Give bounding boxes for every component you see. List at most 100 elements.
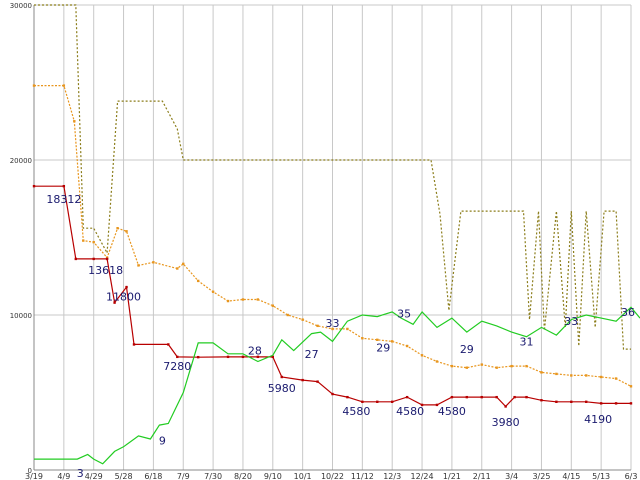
data-label: 18312 [46,193,81,206]
data-point-dotted-orange [92,240,95,244]
y-tick-label: 20000 [10,157,32,165]
data-point-solid-red [599,402,603,405]
data-point-solid-red [316,380,319,383]
data-point-dotted-orange [316,324,319,328]
data-label: 11800 [106,290,141,303]
data-point-solid-red [132,343,136,346]
data-point-solid-red [435,403,439,407]
data-point-dotted-orange [525,364,528,368]
data-point-dotted-orange [241,298,245,301]
y-tick-label: 0 [28,467,32,475]
x-tick-label: 3/4 [505,472,518,480]
data-label: 36 [621,306,635,319]
x-tick-label: 3/19 [25,472,43,480]
data-point-solid-red [513,395,516,399]
data-point-dotted-orange [226,299,230,303]
data-point-dotted-orange [614,377,618,380]
x-tick-label: 1/21 [443,472,461,480]
data-point-dotted-orange [540,371,543,374]
data-point-dotted-orange [62,84,66,87]
data-point-dotted-orange [599,375,603,379]
data-point-solid-red [504,405,507,408]
data-point-dotted-orange [256,298,260,301]
data-label: 4190 [584,413,612,426]
data-label: 35 [397,307,411,320]
data-point-dotted-orange [629,385,633,388]
data-point-dotted-orange [196,279,200,283]
data-point-solid-red [271,355,274,359]
data-point-solid-red [125,285,128,289]
data-point-solid-red [465,395,469,399]
data-point-solid-red [480,395,483,399]
x-tick-label: 9/10 [264,472,282,480]
y-tick-label: 10000 [10,312,32,320]
x-tick-label: 7/30 [204,472,222,480]
x-tick-label: 3/25 [532,472,550,480]
data-point-solid-red [525,395,528,399]
x-tick-label: 5/28 [115,472,133,480]
series-line-dotted-olive [34,4,631,350]
data-point-dotted-orange [125,230,128,233]
data-point-dotted-orange [570,374,573,377]
data-point-solid-red [361,400,364,403]
data-point-solid-red [570,400,573,403]
data-label: 33 [564,315,578,328]
data-point-solid-red [92,257,95,261]
series-line-solid-green [34,306,640,465]
data-point-solid-red [540,399,543,402]
x-tick-label: 7/9 [177,472,190,480]
data-point-solid-red [585,400,588,403]
data-point-dotted-orange [405,344,409,348]
data-label: 29 [376,342,390,355]
data-label: 33 [326,317,340,330]
data-label: 9 [159,435,166,448]
data-point-dotted-orange [346,327,349,331]
data-label: 7280 [163,360,191,373]
data-label: 29 [460,343,474,356]
data-point-dotted-orange [211,290,215,293]
data-point-dotted-orange [465,366,469,369]
data-point-dotted-orange [391,340,394,343]
data-point-solid-red [196,355,200,359]
data-point-solid-red [405,395,409,399]
data-point-solid-red [226,355,230,359]
x-tick-label: 8/20 [234,472,252,480]
data-point-solid-red [167,343,170,346]
data-point-solid-red [113,301,116,304]
data-label: 4580 [342,405,370,418]
tick-labels: 3/19 4/9 4/29 5/28 6/18 7/9 7/30 8/20 9/10 10/1 10… [10,2,638,480]
data-point-dotted-orange [152,261,155,264]
data-label: 3 [77,467,84,480]
data-point-dotted-orange [301,318,304,321]
data-label: 28 [248,345,262,358]
data-point-solid-red [280,375,283,379]
data-point-solid-red [555,400,558,403]
x-tick-label: 12/24 [411,472,434,480]
x-tick-label: 11/12 [351,472,374,480]
data-point-dotted-orange [286,313,289,317]
data-point-solid-red [256,355,260,359]
series-group [32,4,640,465]
x-tick-label: 6/18 [144,472,162,480]
data-label: 13618 [88,264,123,277]
data-point-solid-red [376,400,379,403]
x-tick-label: 4/9 [57,472,70,480]
data-label: 27 [305,348,319,361]
series-line-solid-red [34,185,631,408]
data-point-dotted-orange [480,363,483,366]
x-tick-label: 6/3 [625,472,638,480]
x-tick-label: 4/29 [85,472,103,480]
series-line-dotted-orange [34,84,632,387]
data-point-dotted-orange [376,338,379,341]
axis-lines [33,5,631,471]
data-point-dotted-orange [182,262,185,266]
x-tick-label: 5/13 [592,472,610,480]
data-label: 31 [520,335,534,348]
x-tick-label: 10/22 [321,472,344,480]
data-point-solid-red [32,184,36,188]
y-tick-label: 30000 [10,2,32,10]
data-point-dotted-orange [271,304,274,307]
data-point-dotted-orange [176,267,179,270]
data-point-dotted-orange [585,374,588,377]
